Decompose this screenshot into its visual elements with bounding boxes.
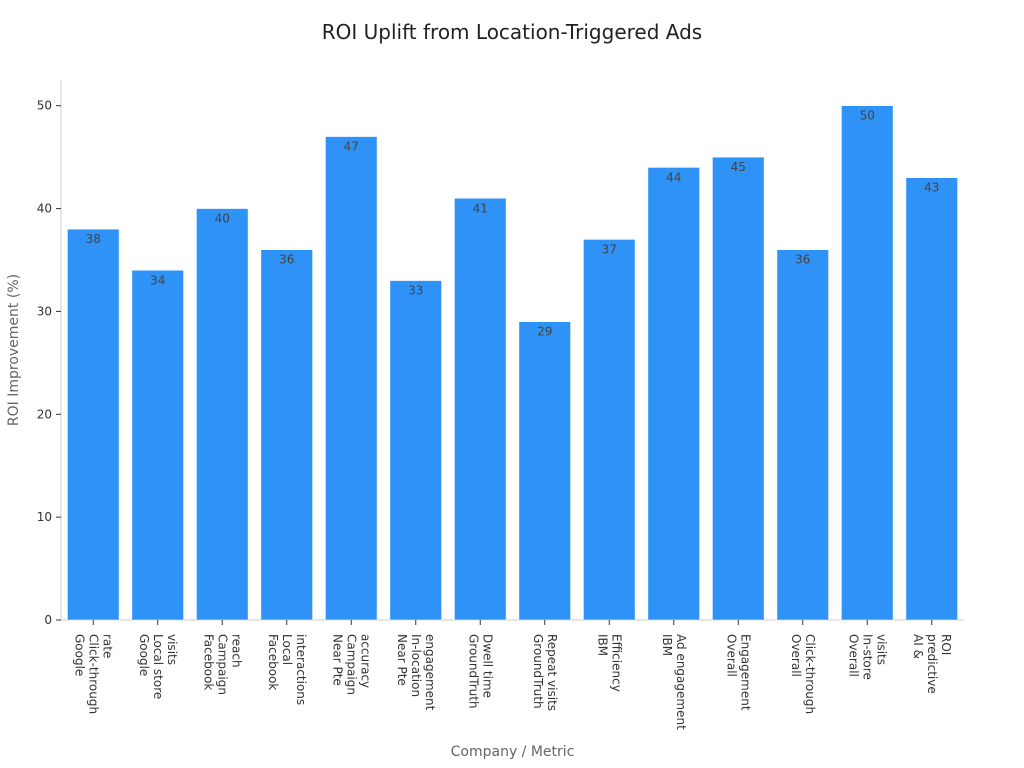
bar [647, 167, 700, 621]
x-tick-label-line: IBM [660, 634, 674, 656]
y-tick-label: 0 [44, 613, 52, 627]
bar-value-label: 50 [860, 109, 875, 123]
x-tick-label: GroundTruth Dwell time [466, 634, 494, 709]
x-tick-label-line: Dwell time [480, 634, 494, 698]
chart-title: ROI Uplift from Location-Triggered Ads [321, 20, 703, 44]
bar [131, 270, 184, 621]
bar-value-label: 33 [408, 284, 423, 298]
bar-value-label: 47 [344, 140, 359, 154]
x-tick-label: Overall Engagement [724, 634, 752, 711]
x-tick-label-line: ROI [939, 634, 953, 655]
x-tick-label-line: reach [229, 634, 243, 668]
x-tick-label-line: visits [165, 634, 179, 665]
y-tick-label: 30 [37, 304, 52, 318]
x-tick-label-line: Overall [724, 634, 738, 677]
x-tick-label-line: IBM [595, 634, 609, 656]
bar-value-label: 38 [86, 232, 101, 246]
y-tick-label: 40 [37, 202, 52, 216]
x-tick-label-line: Engagement [738, 634, 752, 711]
bar [776, 249, 829, 621]
x-tick-label: AI & predictive ROI [911, 634, 953, 694]
bar [454, 198, 507, 621]
x-tick-label-line: Click-through [803, 634, 817, 714]
x-tick-label-line: Overall [846, 634, 860, 677]
x-tick-label-line: AI & [911, 634, 925, 659]
bar-value-label: 43 [924, 181, 939, 195]
x-tick-label: IBM Ad engagement [660, 634, 688, 730]
y-axis-title: ROI Improvement (%) [6, 274, 22, 426]
x-tick-label-line: Ad engagement [674, 634, 688, 730]
x-tick-label-line: Repeat visits [545, 634, 559, 711]
x-tick-label-line: accuracy [358, 634, 372, 688]
x-tick-label-line: interactions [294, 634, 308, 705]
x-tick-label-line: GroundTruth [531, 634, 545, 709]
bar [841, 105, 894, 621]
bar [583, 239, 636, 621]
x-tick-label-line: Local [280, 634, 294, 665]
bar [325, 136, 378, 621]
bar-value-label: 37 [602, 242, 617, 256]
x-tick-label-line: Near Pte [395, 634, 409, 686]
bar-value-label: 29 [537, 325, 552, 339]
x-tick-label: GroundTruth Repeat visits [531, 634, 559, 711]
x-tick-label: Near Pte In-location engagement [395, 634, 437, 711]
bar-value-label: 44 [666, 170, 681, 184]
x-tick-label-line: Google [137, 634, 151, 676]
x-tick-label: Facebook Campaign reach [201, 634, 243, 695]
bar-value-label: 36 [279, 253, 294, 267]
bar [67, 228, 120, 621]
x-tick-label-line: Overall [789, 634, 803, 677]
bar-value-label: 36 [795, 253, 810, 267]
x-tick-label-line: Campaign [215, 634, 229, 695]
y-tick-label: 50 [37, 99, 52, 113]
bar [905, 177, 958, 621]
y-tick-label: 20 [37, 407, 52, 421]
x-tick-label-line: engagement [423, 634, 437, 711]
bar [712, 156, 765, 621]
x-tick-label-line: rate [100, 634, 114, 658]
y-tick-label: 10 [37, 510, 52, 524]
bar [389, 280, 442, 621]
bar-value-label: 40 [215, 212, 230, 226]
x-tick-label: Google Click-through rate [72, 634, 114, 714]
bar-value-label: 41 [473, 201, 488, 215]
x-tick-label-line: Click-through [86, 634, 100, 714]
x-tick-label-line: Local store [151, 634, 165, 699]
x-tick-label-line: Google [72, 634, 86, 676]
x-tick-label-line: Facebook [201, 634, 215, 690]
bar [260, 249, 313, 621]
x-tick-label-line: In-store [860, 634, 874, 680]
x-tick-label-line: Campaign [344, 634, 358, 695]
bar [518, 321, 571, 621]
x-tick-label: Overall In-store visits [846, 634, 888, 680]
x-tick-label-line: GroundTruth [466, 634, 480, 709]
x-tick-label-line: visits [874, 634, 888, 665]
x-tick-label-line: In-location [409, 634, 423, 697]
x-axis-title: Company / Metric [451, 744, 575, 760]
bar-value-label: 34 [150, 273, 165, 287]
x-tick-label: Overall Click-through [789, 634, 817, 714]
x-tick-label-line: Facebook [266, 634, 280, 690]
x-tick-label: Facebook Local interactions [266, 634, 308, 705]
x-tick-label-line: predictive [925, 634, 939, 694]
x-tick-label-line: Efficiency [609, 634, 623, 692]
x-tick-label: Near Pte Campaign accuracy [330, 634, 372, 695]
x-tick-label-line: Near Pte [330, 634, 344, 686]
x-tick-label: Google Local store visits [137, 634, 179, 699]
x-tick-label: IBM Efficiency [595, 634, 623, 692]
bar [196, 208, 249, 621]
bar-value-label: 45 [731, 160, 746, 174]
